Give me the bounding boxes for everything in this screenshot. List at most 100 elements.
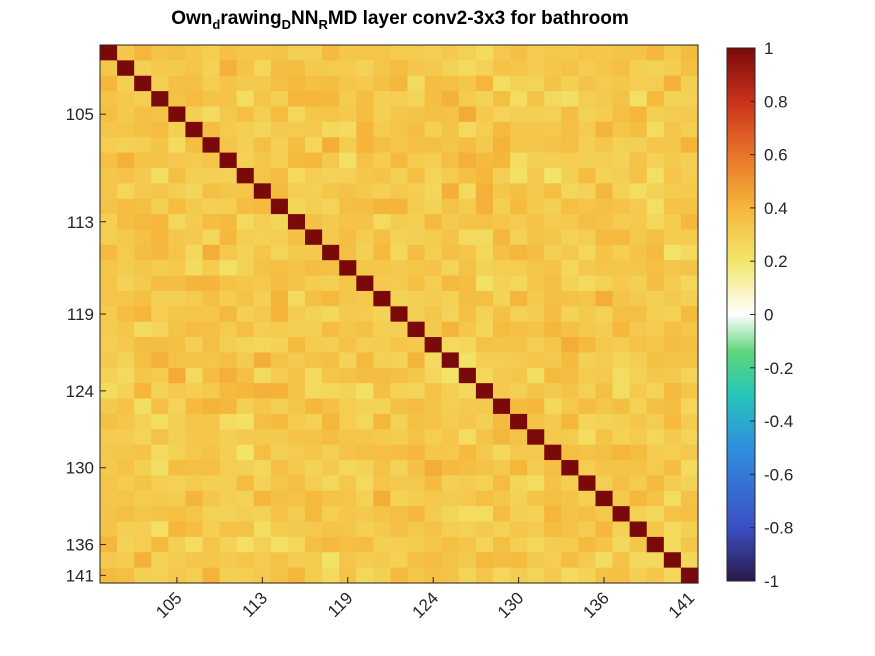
heatmap-cell-diagonal bbox=[475, 383, 494, 400]
heatmap-cell bbox=[663, 352, 682, 369]
heatmap-cell bbox=[475, 337, 494, 354]
heatmap-cell bbox=[373, 152, 392, 169]
heatmap-cell bbox=[680, 60, 699, 77]
heatmap-cell bbox=[202, 198, 221, 215]
heatmap-cell bbox=[202, 413, 221, 430]
heatmap-cell bbox=[219, 337, 238, 354]
heatmap-cell bbox=[270, 290, 289, 307]
y-tick-label: 119 bbox=[67, 305, 94, 324]
heatmap-cell-diagonal bbox=[680, 567, 699, 584]
heatmap-cell bbox=[475, 367, 494, 384]
heatmap-cell bbox=[680, 337, 699, 354]
heatmap-cell bbox=[578, 183, 597, 200]
heatmap-cell bbox=[185, 367, 204, 384]
x-tick-label: 136 bbox=[579, 588, 612, 621]
heatmap-cell bbox=[595, 198, 614, 215]
heatmap-cell bbox=[595, 106, 614, 123]
title-subscript: R bbox=[318, 17, 328, 32]
heatmap-cell bbox=[339, 45, 357, 61]
heatmap-cell bbox=[151, 152, 169, 169]
heatmap-cell bbox=[441, 275, 460, 292]
heatmap-cell bbox=[305, 60, 323, 77]
heatmap-cell bbox=[629, 60, 648, 77]
heatmap-cell bbox=[390, 352, 409, 369]
heatmap-cell bbox=[134, 490, 152, 507]
heatmap-cell bbox=[356, 167, 374, 184]
heatmap-cell bbox=[595, 352, 614, 369]
heatmap-cell bbox=[202, 321, 221, 338]
heatmap-cell bbox=[595, 567, 614, 584]
heatmap-cell bbox=[253, 398, 272, 415]
heatmap-cell bbox=[117, 567, 135, 584]
heatmap-cell bbox=[185, 429, 204, 446]
heatmap-cell bbox=[475, 398, 494, 415]
heatmap-cell bbox=[680, 244, 699, 261]
heatmap-cell bbox=[151, 214, 169, 231]
heatmap-cell bbox=[458, 91, 477, 108]
heatmap-cell bbox=[356, 337, 374, 354]
heatmap-cell bbox=[305, 137, 323, 154]
heatmap-cell bbox=[424, 383, 443, 400]
heatmap-cell bbox=[356, 321, 374, 338]
heatmap-cell bbox=[595, 91, 614, 108]
heatmap-cell bbox=[185, 506, 204, 523]
heatmap-cell bbox=[646, 229, 665, 246]
heatmap-cell bbox=[629, 337, 648, 354]
heatmap-cell bbox=[527, 91, 545, 108]
heatmap-cell bbox=[407, 167, 426, 184]
heatmap-cell bbox=[441, 137, 460, 154]
heatmap-cell bbox=[458, 229, 477, 246]
heatmap-cell bbox=[356, 229, 374, 246]
heatmap-cell bbox=[492, 367, 511, 384]
heatmap-cell bbox=[492, 75, 511, 92]
heatmap-cell bbox=[356, 567, 374, 584]
heatmap-cell bbox=[680, 383, 699, 400]
colorbar-axis: 1 0.8 0.6 0.4 0.2 0 -0.2 -0.4 -0.6 -0.8 -1 bbox=[750, 39, 793, 591]
heatmap-cell bbox=[663, 244, 682, 261]
heatmap-cell bbox=[305, 475, 323, 492]
heatmap-cell-diagonal bbox=[270, 198, 289, 215]
heatmap-cell bbox=[510, 552, 528, 569]
heatmap-cell bbox=[356, 506, 374, 523]
heatmap-cell bbox=[492, 413, 511, 430]
heatmap-cell bbox=[185, 490, 204, 507]
heatmap-cell bbox=[612, 214, 631, 231]
heatmap-cell bbox=[373, 352, 392, 369]
heatmap-cell bbox=[458, 45, 477, 61]
heatmap-cell bbox=[646, 91, 665, 108]
title-text: MD layer conv2-3x3 for bathroom bbox=[327, 8, 629, 29]
heatmap-cell bbox=[561, 60, 579, 77]
heatmap-cell bbox=[202, 275, 221, 292]
heatmap-cell bbox=[629, 229, 648, 246]
heatmap-cell bbox=[151, 490, 169, 507]
heatmap-cell bbox=[134, 121, 152, 138]
heatmap-cell bbox=[475, 352, 494, 369]
heatmap-cell bbox=[305, 244, 323, 261]
heatmap-cell bbox=[185, 137, 204, 154]
heatmap-cell bbox=[151, 521, 169, 538]
heatmap-cell bbox=[185, 552, 204, 569]
heatmap-cell bbox=[441, 383, 460, 400]
heatmap-cell-diagonal bbox=[663, 552, 682, 569]
heatmap-cell bbox=[100, 506, 118, 523]
heatmap-cell bbox=[270, 306, 289, 323]
heatmap-cell bbox=[287, 75, 306, 92]
heatmap-cell bbox=[100, 275, 118, 292]
heatmap-cell bbox=[595, 398, 614, 415]
heatmap-cell bbox=[407, 429, 426, 446]
heatmap-cell bbox=[458, 152, 477, 169]
heatmap-cell bbox=[544, 244, 562, 261]
heatmap-cell bbox=[561, 137, 579, 154]
heatmap-cell bbox=[305, 460, 323, 476]
heatmap-cell bbox=[219, 475, 238, 492]
heatmap-cell bbox=[680, 506, 699, 523]
heatmap-cell bbox=[168, 244, 187, 261]
heatmap-cell bbox=[458, 460, 477, 476]
heatmap-cell bbox=[287, 321, 306, 338]
heatmap-cell bbox=[407, 260, 426, 277]
heatmap-cell bbox=[134, 167, 152, 184]
heatmap-cell bbox=[475, 137, 494, 154]
heatmap-cell bbox=[202, 506, 221, 523]
heatmap-cell bbox=[253, 106, 272, 123]
heatmap-cell bbox=[287, 337, 306, 354]
